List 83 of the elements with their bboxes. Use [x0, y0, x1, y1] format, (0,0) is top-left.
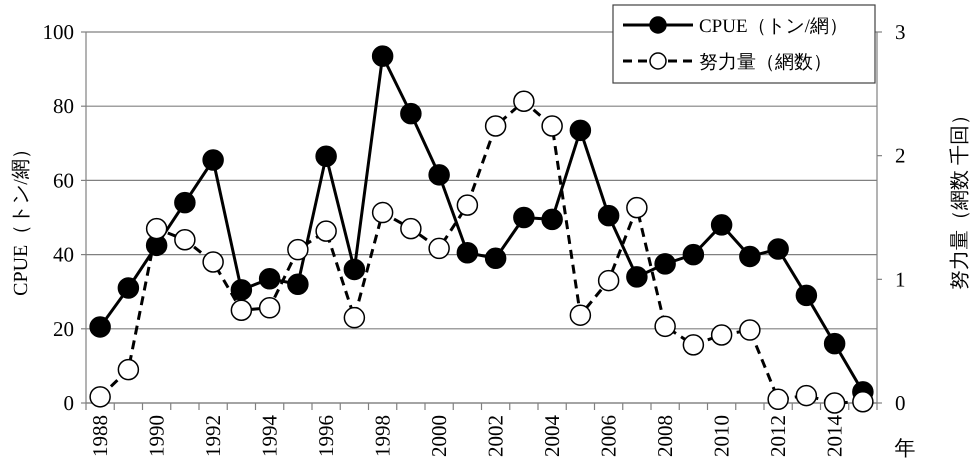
point — [89, 316, 111, 338]
point — [287, 274, 309, 296]
legend-label: CPUE（トン/網） — [699, 16, 848, 37]
point — [372, 45, 394, 67]
point — [541, 208, 563, 230]
point — [570, 304, 592, 326]
point — [287, 238, 309, 260]
point — [258, 268, 280, 290]
point — [118, 277, 140, 299]
x-tick-label: 2008 — [653, 415, 678, 457]
point — [626, 196, 648, 218]
x-axis-title: 年 — [894, 436, 916, 460]
x-tick-label: 2012 — [766, 415, 790, 457]
point — [654, 316, 676, 338]
y-tick-label: 60 — [53, 168, 74, 192]
point — [456, 242, 478, 264]
y-tick-label: 20 — [53, 316, 74, 341]
point — [344, 306, 366, 328]
point — [682, 334, 704, 356]
point — [428, 164, 450, 186]
x-tick-label: 1998 — [370, 415, 395, 457]
x-tick-label: 1988 — [88, 415, 112, 457]
point — [796, 384, 818, 406]
point — [230, 300, 252, 321]
point — [315, 220, 337, 242]
point — [202, 149, 224, 171]
point — [739, 246, 761, 268]
y-tick-label: 40 — [53, 242, 74, 267]
point — [626, 266, 648, 288]
x-tick-label: 2002 — [484, 415, 508, 457]
point — [598, 204, 620, 226]
point — [258, 297, 280, 319]
x-tick-label: 2004 — [540, 414, 564, 457]
point — [174, 192, 196, 214]
point — [428, 238, 450, 260]
legend-label: 努力量（網数） — [699, 52, 832, 73]
point — [344, 258, 366, 280]
y2-tick-label: 2 — [895, 144, 906, 168]
x-tick-label: 1992 — [201, 415, 226, 457]
point — [315, 146, 337, 168]
point — [682, 244, 704, 266]
point — [570, 120, 592, 142]
point — [89, 386, 111, 408]
point — [456, 194, 478, 216]
x-tick-label: 2010 — [710, 415, 734, 457]
y2-tick-label: 0 — [895, 391, 906, 415]
point — [118, 358, 140, 380]
point — [513, 206, 535, 228]
point — [654, 253, 676, 275]
point — [767, 238, 789, 260]
point — [541, 115, 563, 137]
point — [484, 248, 506, 270]
point — [710, 214, 732, 236]
point — [146, 218, 168, 240]
y2-axis-title: 努力量（網数 千回） — [949, 105, 971, 290]
point — [202, 251, 224, 273]
point — [598, 270, 620, 292]
point — [230, 279, 252, 301]
point — [852, 391, 874, 413]
y-tick-label: 100 — [42, 20, 74, 44]
point — [400, 102, 422, 124]
x-tick-label: 1996 — [314, 415, 338, 457]
x-tick-label: 2006 — [596, 415, 621, 457]
y-tick-label: 0 — [64, 391, 74, 415]
point — [824, 392, 846, 414]
point — [372, 202, 394, 224]
point — [796, 284, 818, 306]
point — [824, 332, 846, 354]
x-tick-label: 2014 — [822, 414, 847, 457]
y-tick-label: 80 — [53, 94, 74, 118]
point — [174, 229, 196, 251]
point — [767, 388, 789, 410]
point — [710, 324, 732, 346]
point — [484, 115, 506, 137]
point — [739, 319, 761, 341]
x-tick-label: 2000 — [427, 415, 452, 457]
y2-tick-label: 3 — [895, 20, 906, 44]
y2-tick-label: 1 — [895, 267, 906, 292]
point — [400, 218, 422, 240]
y-axis-title: CPUE（トン/網） — [10, 139, 32, 296]
x-tick-label: 1994 — [258, 414, 282, 457]
point — [513, 90, 535, 112]
x-tick-label: 1990 — [144, 415, 169, 457]
